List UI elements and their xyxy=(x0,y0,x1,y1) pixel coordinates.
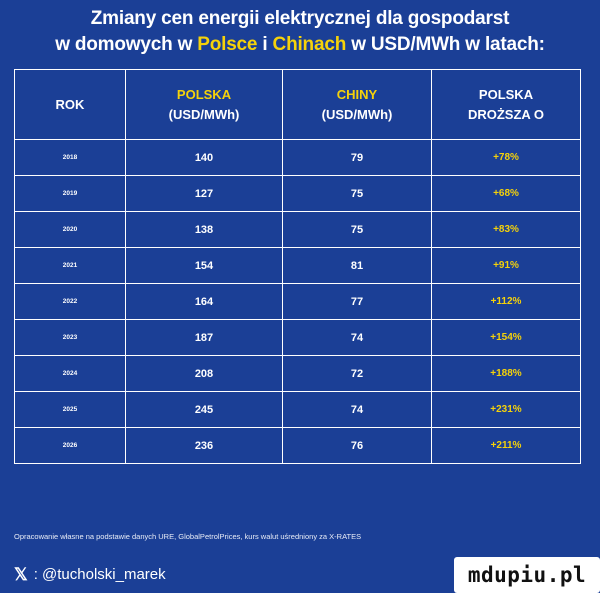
cell-diff: +78% xyxy=(431,139,581,176)
handle-text: : @tucholski_marek xyxy=(33,566,166,583)
cell-year: 2019 xyxy=(14,175,126,212)
cell-diff: +188% xyxy=(431,355,581,392)
title-line-1: Zmiany cen energii elektrycznej dla gosp… xyxy=(90,8,510,29)
cell-polska: 245 xyxy=(125,391,283,428)
title-text-b: i xyxy=(257,34,273,55)
header-drozsza: POLSKA DROŻSZA O xyxy=(431,69,581,140)
cell-year: 2026 xyxy=(14,427,126,464)
cell-polska: 187 xyxy=(125,319,283,356)
price-table: ROK POLSKA (USD/MWh) CHINY (USD/MWh) POL… xyxy=(14,69,581,464)
header-chiny-line2: (USD/MWh) xyxy=(321,106,393,122)
header-row: ROK POLSKA (USD/MWh) CHINY (USD/MWh) POL… xyxy=(14,69,581,140)
cell-year: 2020 xyxy=(14,211,126,248)
title-text-c: w USD/MWh w latach: xyxy=(346,34,545,55)
table-row: 2018 140 79 +78% xyxy=(14,139,581,176)
cell-polska: 154 xyxy=(125,247,283,284)
cell-year: 2022 xyxy=(14,283,126,320)
header-chiny: CHINY (USD/MWh) xyxy=(282,69,432,140)
header-drozsza-line1: POLSKA xyxy=(478,86,534,102)
cell-polska: 164 xyxy=(125,283,283,320)
header-chiny-line1: CHINY xyxy=(336,86,378,102)
cell-chiny: 79 xyxy=(282,139,432,176)
cell-year: 2021 xyxy=(14,247,126,284)
table-row: 2021 154 81 +91% xyxy=(14,247,581,284)
table-row: 2020 138 75 +83% xyxy=(14,211,581,248)
cell-diff: +91% xyxy=(431,247,581,284)
cell-year: 2024 xyxy=(14,355,126,392)
cell-polska: 140 xyxy=(125,139,283,176)
table-row: 2022 164 77 +112% xyxy=(14,283,581,320)
title-highlight-chiny: Chinach xyxy=(272,34,347,55)
header-drozsza-line2: DROŻSZA O xyxy=(467,106,545,122)
cell-diff: +231% xyxy=(431,391,581,428)
header-polska-line1: POLSKA xyxy=(176,86,232,102)
cell-year: 2018 xyxy=(14,139,126,176)
cell-diff: +83% xyxy=(431,211,581,248)
cell-diff: +112% xyxy=(431,283,581,320)
cell-chiny: 72 xyxy=(282,355,432,392)
cell-chiny: 77 xyxy=(282,283,432,320)
cell-chiny: 75 xyxy=(282,211,432,248)
cell-year: 2025 xyxy=(14,391,126,428)
cell-polska: 138 xyxy=(125,211,283,248)
title-line-2: w domowych w Polsce i Chinach w USD/MWh … xyxy=(0,32,600,58)
header-polska-line2: (USD/MWh) xyxy=(168,106,240,122)
cell-polska: 208 xyxy=(125,355,283,392)
cell-chiny: 74 xyxy=(282,391,432,428)
x-logo-icon: 𝕏 xyxy=(14,565,28,584)
header-polska: POLSKA (USD/MWh) xyxy=(125,69,283,140)
source-note: Opracowanie własne na podstawie danych U… xyxy=(14,532,362,541)
cell-chiny: 76 xyxy=(282,427,432,464)
header-rok: ROK xyxy=(14,69,126,140)
table-row: 2019 127 75 +68% xyxy=(14,175,581,212)
cell-diff: +211% xyxy=(431,427,581,464)
cell-chiny: 81 xyxy=(282,247,432,284)
table-row: 2025 245 74 +231% xyxy=(14,391,581,428)
cell-chiny: 75 xyxy=(282,175,432,212)
title-highlight-polska: Polsce xyxy=(197,34,258,55)
cell-chiny: 74 xyxy=(282,319,432,356)
page-title: Zmiany cen energii elektrycznej dla gosp… xyxy=(0,6,600,58)
watermark-logo: mdupiu.pl xyxy=(454,557,600,593)
cell-polska: 236 xyxy=(125,427,283,464)
cell-year: 2023 xyxy=(14,319,126,356)
table-row: 2023 187 74 +154% xyxy=(14,319,581,356)
cell-diff: +68% xyxy=(431,175,581,212)
author-handle: 𝕏 : @tucholski_marek xyxy=(14,565,166,585)
table-row: 2024 208 72 +188% xyxy=(14,355,581,392)
table-row: 2026 236 76 +211% xyxy=(14,427,581,464)
title-text-a: w domowych w xyxy=(55,34,198,55)
cell-diff: +154% xyxy=(431,319,581,356)
cell-polska: 127 xyxy=(125,175,283,212)
